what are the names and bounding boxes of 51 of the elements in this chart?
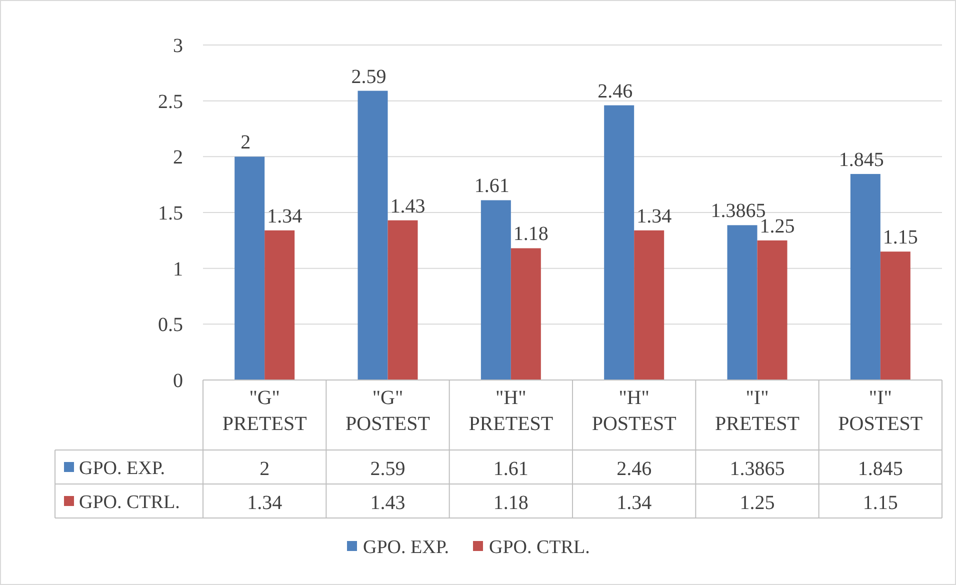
- data-label: 1.34: [616, 492, 652, 514]
- bar: [850, 174, 880, 380]
- x-tick-label: "I" PRETEST: [715, 387, 800, 435]
- data-label: 2.59: [370, 458, 406, 480]
- bar: [264, 230, 295, 380]
- data-label: 2: [260, 458, 270, 480]
- legend-label: GPO. EXP.: [79, 458, 166, 479]
- data-label: 1.18: [493, 492, 528, 514]
- data-label: 1.43: [370, 492, 406, 514]
- x-tick-label: "G" PRETEST: [222, 387, 307, 435]
- y-tick-label: 0: [173, 370, 183, 392]
- bar: [480, 200, 511, 380]
- bar: [358, 90, 388, 380]
- text: GPO. CTRL.: [489, 537, 590, 558]
- data-label: 1.34: [247, 492, 282, 514]
- legend-label: GPO. CTRL.: [79, 492, 180, 513]
- annotation: 1.845: [838, 148, 884, 171]
- text: GPO. EXP.: [363, 537, 450, 558]
- data-label: 1.61: [493, 458, 528, 480]
- bar: [757, 240, 788, 380]
- annotation: 2: [240, 132, 251, 154]
- annotation: 2.46: [598, 80, 633, 102]
- data-label: 1.15: [862, 492, 898, 514]
- data-label: 2.46: [616, 458, 652, 480]
- annotation: 1.15: [882, 226, 918, 249]
- y-tick-label: 0.5: [158, 314, 183, 336]
- data-label: 1.25: [740, 492, 775, 514]
- y-tick-label: 2: [173, 146, 183, 169]
- x-tick-label: "I" POSTEST: [838, 387, 923, 435]
- bar: [634, 230, 664, 380]
- bar: [510, 248, 541, 380]
- bar: [880, 252, 910, 380]
- x-tick-label: "G" POSTEST: [346, 387, 430, 435]
- annotation: 1.61: [474, 175, 510, 198]
- annotation: 1.34: [267, 205, 302, 228]
- bar: [234, 156, 265, 380]
- annotation: 1.43: [390, 195, 426, 218]
- data-label: 1.845: [858, 458, 903, 480]
- annotation: 2.59: [351, 66, 386, 88]
- annotation: 1.34: [636, 205, 672, 228]
- x-tick-label: "H" POSTEST: [592, 387, 676, 435]
- bar: [727, 225, 758, 380]
- y-tick-label: 2.5: [158, 90, 183, 113]
- y-tick-label: 1.5: [158, 202, 183, 224]
- y-tick-label: 3: [173, 35, 183, 57]
- bar: [604, 105, 634, 380]
- data-label: 1.3865: [730, 458, 785, 480]
- annotation: 1.18: [513, 223, 548, 246]
- bar: [388, 220, 418, 380]
- x-tick-label: "H" PRETEST: [468, 387, 554, 435]
- y-tick-label: 1: [173, 258, 183, 280]
